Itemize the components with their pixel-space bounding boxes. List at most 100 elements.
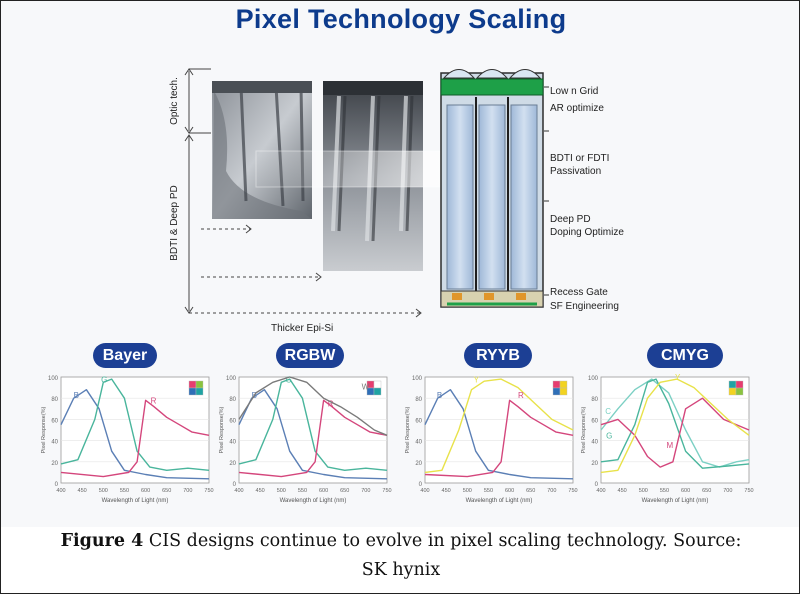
series-label-g: G: [101, 375, 107, 384]
annotation-pointers: [544, 86, 549, 296]
x-tick-label: 450: [78, 488, 87, 494]
x-tick-label: 450: [618, 488, 627, 494]
y-tick-label: 60: [591, 418, 598, 424]
x-tick-label: 400: [234, 488, 243, 494]
series-label-b: B: [74, 391, 79, 400]
x-tick-label: 500: [99, 488, 108, 494]
plot-area: [600, 376, 750, 484]
x-tick-label: 700: [183, 488, 192, 494]
thicker-epi-label: Thicker Epi-Si: [271, 323, 333, 334]
plot-area: [238, 376, 388, 484]
filter-pattern-cell: [188, 380, 197, 389]
spectral-response-charts: 100 80 60 40 20 0 400 450 500 550 600 650 700 750 Wave…: [41, 373, 754, 504]
y-tick-label: 40: [229, 440, 236, 446]
y-tick-label: 20: [415, 461, 422, 467]
series-line-r: [238, 399, 388, 478]
x-tick-label: 400: [420, 488, 429, 494]
y-tick-label: 80: [591, 397, 598, 403]
y-axis-label: Pixel Response(%): [405, 406, 411, 453]
x-tick-label: 750: [204, 488, 213, 494]
y-tick-label: 20: [591, 461, 598, 467]
x-tick-label: 500: [463, 488, 472, 494]
page-title: Pixel Technology Scaling: [235, 4, 567, 34]
x-tick-label: 550: [120, 488, 129, 494]
series-label-y: Y: [675, 373, 681, 382]
x-tick-label: 550: [484, 488, 493, 494]
x-tick-label: 700: [361, 488, 370, 494]
y-tick-label: 100: [588, 376, 599, 382]
series-line-r: [424, 399, 574, 478]
series-line-b: [424, 389, 574, 480]
filter-pattern-cell: [373, 387, 382, 396]
band-ryyb: RYYB: [464, 343, 532, 368]
x-tick-label: 400: [56, 488, 65, 494]
filter-pattern-cell: [195, 380, 204, 389]
series-label-c: C: [605, 407, 611, 416]
series-line-y: [424, 378, 574, 474]
filter-pattern-cell: [188, 387, 197, 396]
filter-pattern-cell: [559, 387, 568, 396]
plot-area: [424, 376, 574, 484]
caption-line2: SK hynix: [361, 560, 441, 580]
x-tick-label: 750: [744, 488, 753, 494]
filter-pattern-cell: [552, 387, 561, 396]
x-tick-label: 650: [162, 488, 171, 494]
annotation-deep-pd-2: Doping Optimize: [550, 227, 624, 238]
y-tick-label: 60: [415, 418, 422, 424]
filter-pattern-cell: [735, 387, 744, 396]
series-label-r: R: [518, 391, 524, 400]
x-tick-label: 600: [681, 488, 690, 494]
series-line-b: [238, 389, 388, 480]
series-label-r: R: [151, 397, 157, 406]
annotation-recess-2: SF Engineering: [550, 301, 619, 312]
x-tick-label: 750: [382, 488, 391, 494]
x-tick-label: 750: [568, 488, 577, 494]
annotation-bdti-1: BDTI or FDTI: [550, 153, 609, 164]
series-line-m: [600, 397, 750, 468]
series-line-y: [600, 378, 750, 474]
x-axis-label: Wavelength of Light (nm): [280, 498, 347, 504]
y-axis-label: Pixel Response(%): [581, 406, 587, 453]
figure-caption: Figure 4 CIS designs continue to evolve …: [1, 527, 799, 593]
y-tick-label: 40: [415, 440, 422, 446]
y-axis-label: Pixel Response(%): [219, 406, 225, 453]
x-axis-label: Wavelength of Light (nm): [102, 498, 169, 504]
sem-image-1: [212, 81, 312, 219]
y-tick-label: 0: [595, 482, 599, 488]
x-tick-label: 700: [547, 488, 556, 494]
x-tick-label: 650: [526, 488, 535, 494]
y-tick-label: 20: [229, 461, 236, 467]
x-tick-label: 450: [442, 488, 451, 494]
x-tick-label: 550: [298, 488, 307, 494]
x-tick-label: 700: [723, 488, 732, 494]
series-label-g: G: [286, 375, 292, 384]
series-line-g: [600, 378, 750, 469]
x-tick-label: 450: [256, 488, 265, 494]
series-line-w: [238, 376, 388, 436]
filter-pattern-cell: [373, 380, 382, 389]
x-tick-label: 600: [141, 488, 150, 494]
x-tick-label: 600: [505, 488, 514, 494]
annotation-grid-2: AR optimize: [550, 103, 604, 114]
band-cmyg: CMYG: [647, 343, 723, 368]
annotation-recess-1: Recess Gate: [550, 287, 608, 298]
figure-label: Figure 4: [60, 531, 144, 551]
series-line-g: [60, 378, 210, 471]
series-line-c: [600, 378, 750, 468]
caption-line1: CIS designs continue to evolve in pixel …: [143, 531, 742, 551]
y-tick-label: 40: [51, 440, 58, 446]
x-tick-label: 600: [319, 488, 328, 494]
y-axis-label: Pixel Response(%): [41, 406, 47, 453]
y-tick-label: 20: [51, 461, 58, 467]
filter-pattern-cell: [735, 380, 744, 389]
series-line-r: [60, 399, 210, 478]
x-tick-label: 650: [702, 488, 711, 494]
annotation-deep-pd-1: Deep PD: [550, 214, 591, 225]
annotation-grid-1: Low n Grid: [550, 86, 598, 97]
filter-pattern-cell: [728, 380, 737, 389]
series-label-y: Y: [474, 375, 480, 384]
